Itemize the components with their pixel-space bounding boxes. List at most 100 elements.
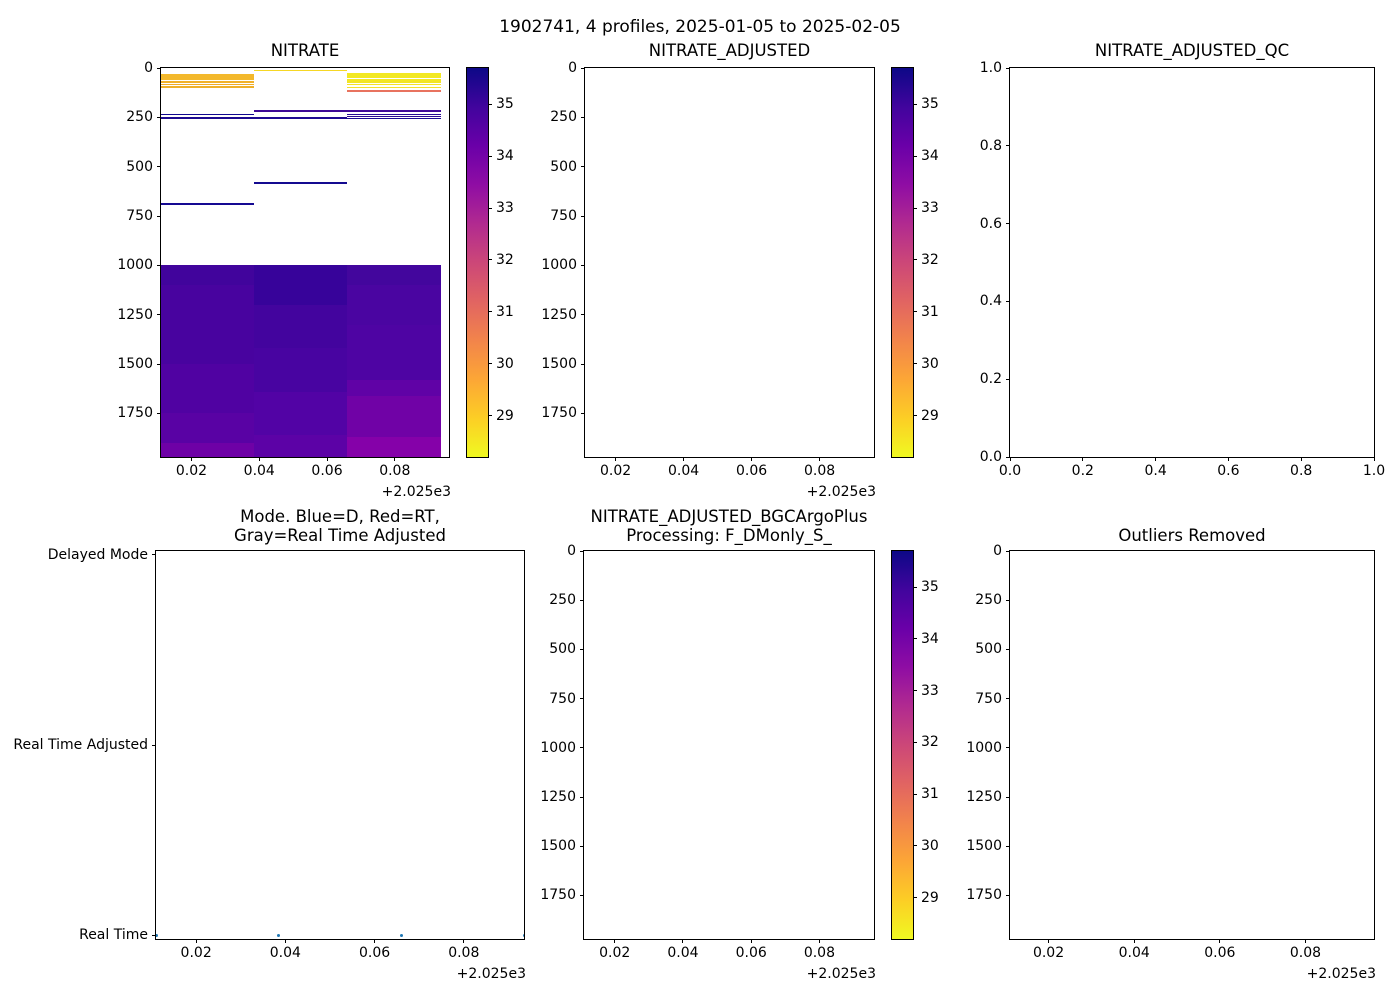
colorbar-tick-mark [488, 363, 492, 365]
heatmap-cell [347, 83, 441, 86]
x-tick-mark [683, 457, 685, 461]
y-tick-mark [1006, 747, 1010, 749]
colorbar-tick-label: 30 [496, 355, 514, 372]
x-tick-mark [818, 939, 820, 943]
heatmap-cell [161, 83, 255, 86]
colorbar-tick-mark [913, 690, 917, 692]
x-tick-label: 0.02 [600, 463, 632, 479]
y-tick-label: 500 [549, 641, 576, 658]
colorbar-tick-label: 29 [921, 407, 939, 424]
colorbar-tick-mark [488, 207, 492, 209]
y-tick-label: 0.0 [979, 449, 1002, 465]
y-tick-label: 750 [975, 690, 1002, 707]
y-tick-label: 1750 [117, 405, 153, 422]
heatmap-cell [254, 304, 348, 349]
heatmap-cell [161, 285, 255, 365]
colorbar-tick-label: 34 [921, 630, 939, 647]
plot-title-nitrate-adjusted: NITRATE_ADJUSTED [648, 41, 811, 60]
colorbar-tick-label: 30 [921, 355, 939, 372]
y-tick-label: 1250 [117, 306, 153, 323]
x-tick-label: 0.04 [269, 945, 301, 961]
x-tick-mark [750, 939, 752, 943]
heatmap-cell [161, 265, 255, 286]
x-tick-label: 0.08 [804, 463, 836, 479]
y-tick-mark [1006, 378, 1010, 380]
x-tick-mark [284, 939, 286, 943]
x-tick-mark [1219, 939, 1221, 943]
y-tick-mark [580, 845, 584, 847]
y-tick-label: 1500 [541, 356, 577, 373]
heatmap-cell [347, 113, 441, 116]
colorbar-tick-mark [913, 897, 917, 899]
y-tick-mark [581, 264, 585, 266]
x-tick-label: 0.02 [1032, 945, 1065, 961]
colorbar-tick-label: 31 [921, 786, 939, 803]
x-tick-label: 0.04 [1118, 945, 1150, 961]
y-tick-mark [157, 215, 161, 217]
plot-title-mode-line2: Gray=Real Time Adjusted [234, 526, 446, 545]
y-tick-label: 1.0 [979, 60, 1002, 76]
colorbar-tick-mark [913, 741, 917, 743]
y-tick-label: 1000 [966, 739, 1002, 756]
heatmap-cell [347, 285, 441, 325]
heatmap-cell [347, 115, 441, 118]
heatmap-cell [254, 391, 348, 436]
nitrate-adjusted-axes: 0.02 0.04 0.06 0.08 0 250 500 750 1000 1250 1500 17… [541, 60, 876, 500]
plot-title-nitrate-adjusted-qc: NITRATE_ADJUSTED_QC [1094, 41, 1290, 60]
y-tick-mark [581, 412, 585, 414]
heatmap-cell [347, 72, 441, 78]
y-tick-mark [580, 796, 584, 798]
x-tick-label: 0.08 [379, 463, 411, 479]
x-tick-mark [1048, 939, 1050, 943]
colorbar-tick-mark [913, 155, 917, 157]
nitrate-adjusted-colorbar: 35 34 33 32 31 30 29 [891, 67, 939, 458]
x-tick-mark [195, 939, 197, 943]
plot-area [584, 551, 874, 939]
y-tick-label: 750 [549, 690, 576, 707]
x-tick-mark [615, 457, 617, 461]
colorbar-tick-mark [913, 415, 917, 416]
colorbar-tick-label: 33 [496, 200, 514, 217]
colorbar-tick-label: 31 [496, 303, 514, 320]
y-tick-mark [1006, 894, 1010, 896]
colorbar-tick-label: 30 [921, 837, 939, 854]
y-tick-mark [157, 67, 161, 69]
y-tick-label: 1250 [540, 789, 576, 806]
x-tick-mark [1300, 457, 1302, 461]
colorbar-tick-mark [488, 259, 492, 261]
y-tick-label: 1000 [541, 257, 577, 274]
x-tick-mark [1227, 457, 1229, 461]
y-tick-mark [580, 599, 584, 601]
x-tick-label: 0.06 [311, 463, 343, 479]
heatmap-cell [347, 79, 441, 81]
colorbar-tick-mark [913, 586, 917, 588]
y-tick-label: 0.4 [979, 293, 1002, 310]
y-tick-mark [580, 550, 584, 552]
x-axis-offset-label: +2.025e3 [806, 484, 876, 500]
y-tick-label: 500 [550, 158, 577, 175]
y-tick-label: 1750 [541, 405, 577, 422]
heatmap-cell [254, 435, 348, 457]
y-tick-mark [580, 648, 584, 650]
y-tick-label: 500 [126, 158, 153, 175]
x-tick-mark [1009, 457, 1011, 461]
heatmap-cell [254, 110, 348, 112]
colorbar-tick-mark [913, 259, 917, 261]
y-tick-label: 0 [567, 543, 576, 559]
heatmap-cell [161, 117, 255, 119]
heatmap-cell [254, 117, 348, 119]
x-tick-label: 0.08 [448, 945, 480, 961]
y-tick-mark [580, 894, 584, 896]
x-tick-label: 0.04 [668, 463, 700, 479]
colorbar-tick-label: 35 [921, 96, 939, 113]
colorbar-tick-mark [913, 363, 917, 365]
x-tick-mark [326, 457, 328, 461]
colorbar-tick-label: 35 [921, 579, 939, 596]
y-tick-label: 0 [993, 543, 1002, 559]
colorbar-tick-label: 32 [921, 251, 939, 268]
x-tick-mark [751, 457, 753, 461]
colorbar-tick-mark [913, 207, 917, 209]
heatmap-cell [161, 364, 255, 414]
y-tick-mark [581, 363, 585, 365]
